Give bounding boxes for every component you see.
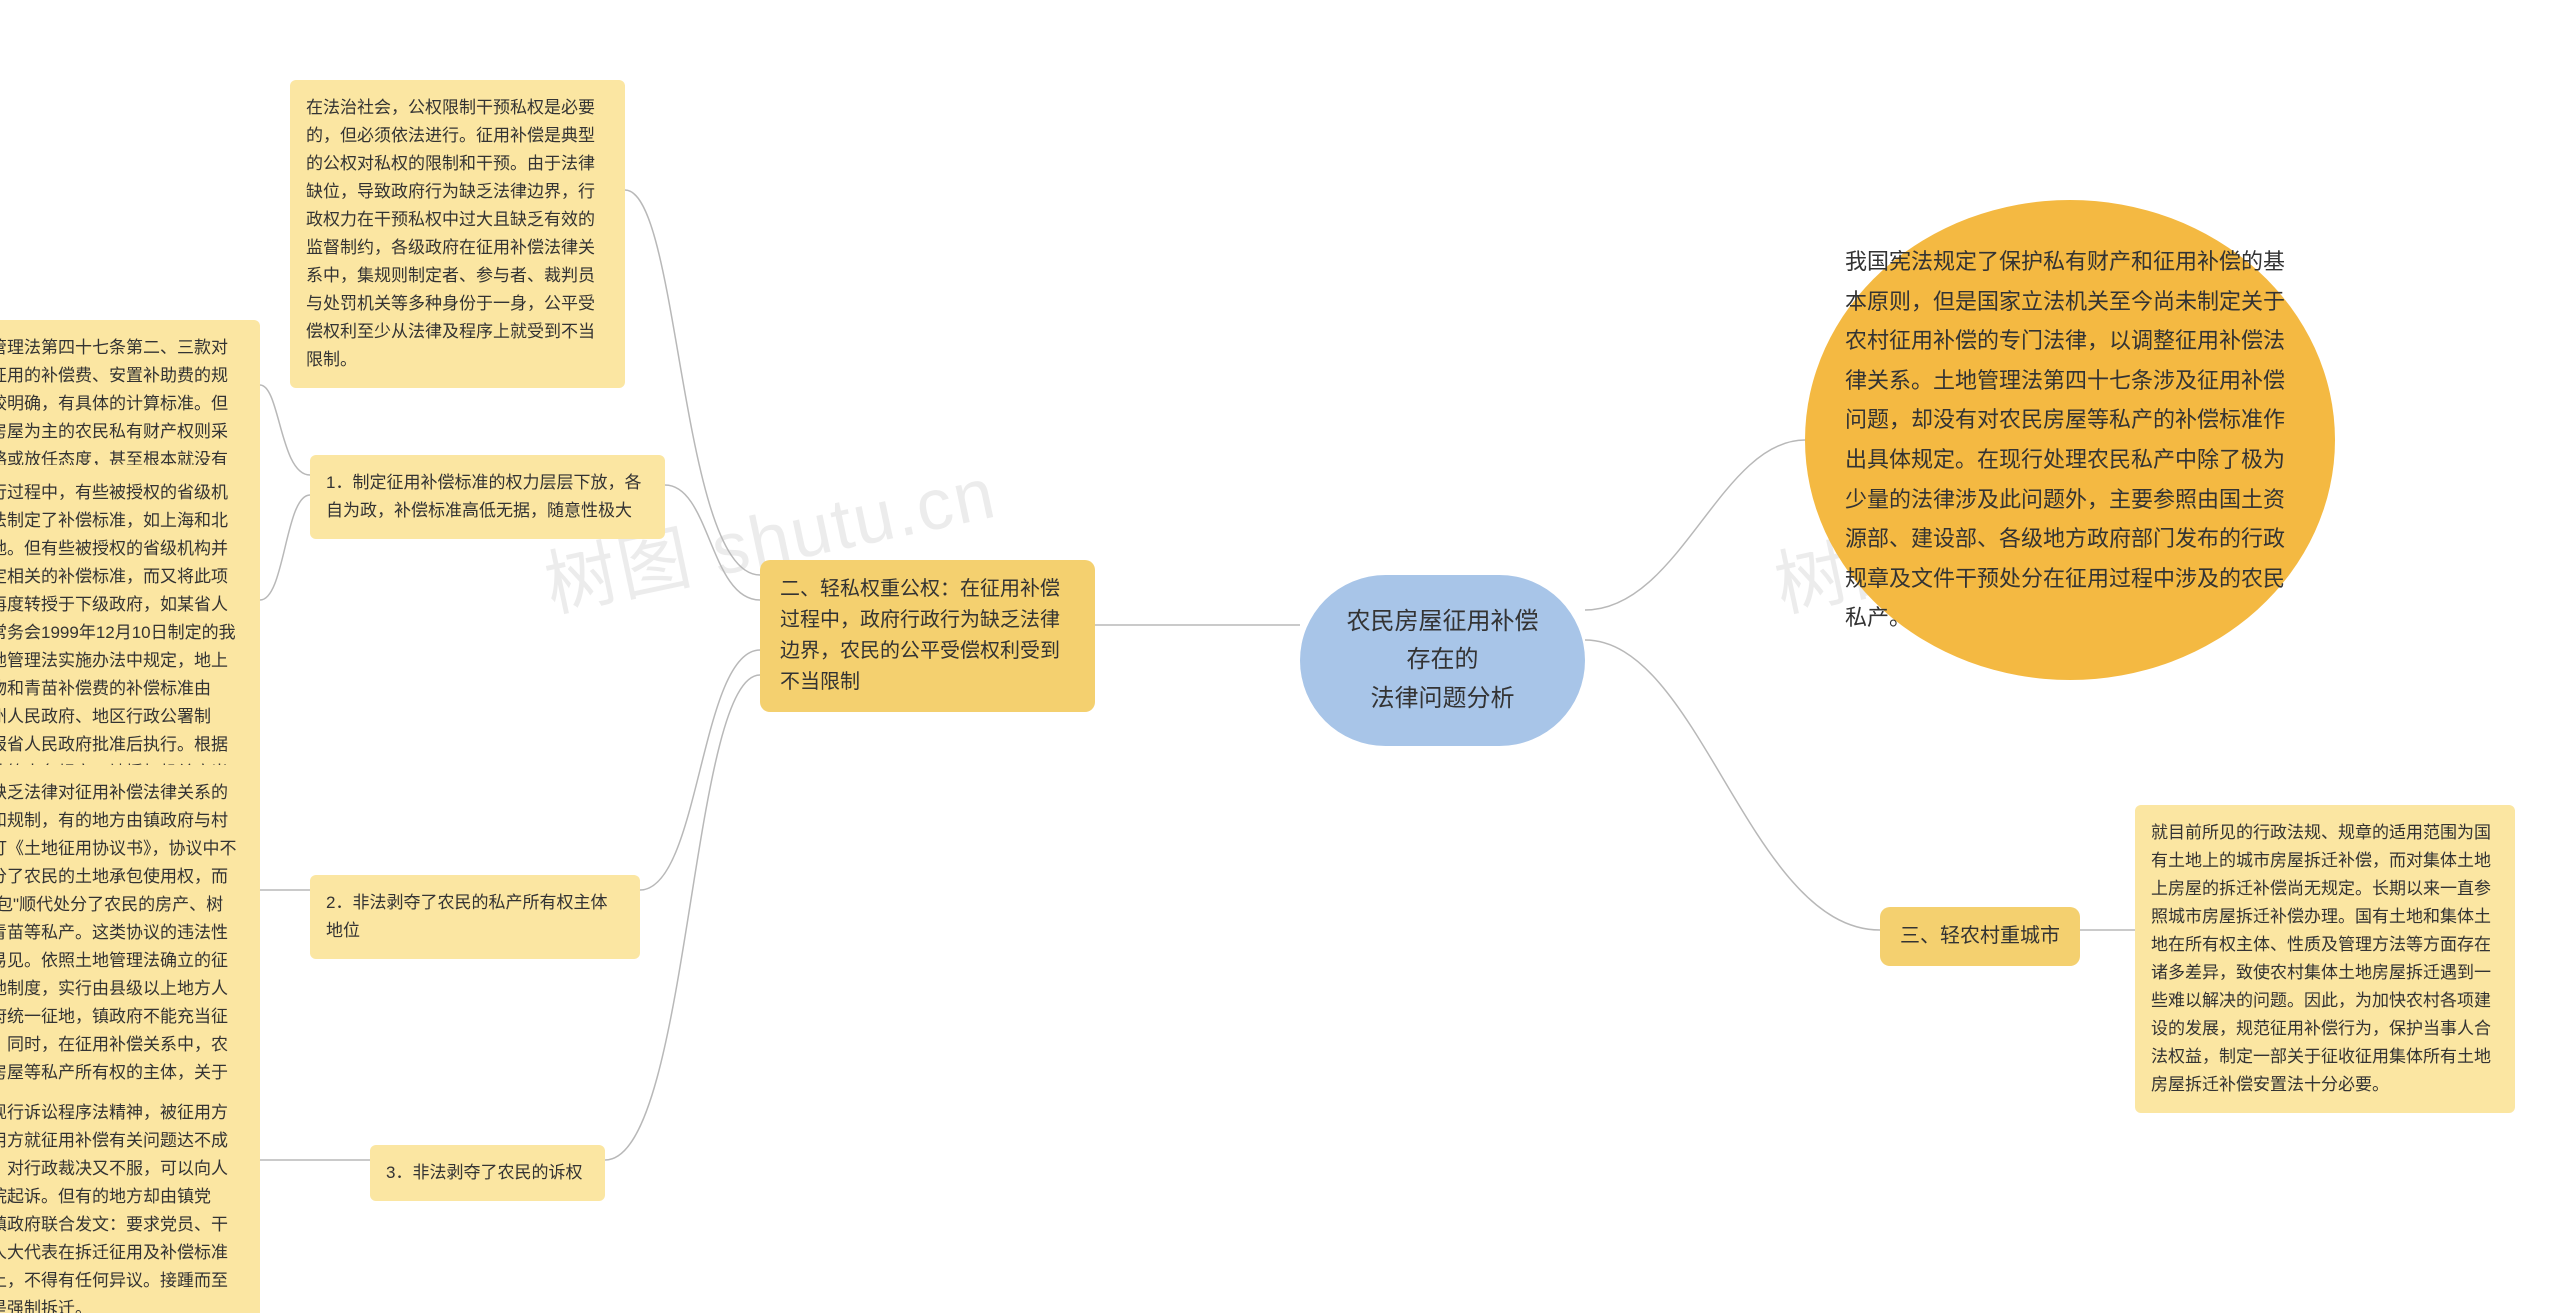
left-sub-1-label: 1．制定征用补偿标准的权力层层下放，各自为政，补偿标准高低无据，随意性极大 <box>326 473 641 520</box>
left-sub-3-label: 3．非法剥夺了农民的诉权 <box>386 1163 582 1182</box>
right-sub-3-label: 三、轻农村重城市 <box>1900 925 2060 947</box>
left-sub-2[interactable]: 2．非法剥夺了农民的私产所有权主体地位 <box>310 875 640 959</box>
right-main-text: 我国宪法规定了保护私有财产和征用补偿的基本原则，但是国家立法机关至今尚未制定关于… <box>1805 202 2335 678</box>
left-topic-leaf-0-text: 在法治社会，公权限制干预私权是必要的，但必须依法进行。征用补偿是典型的公权对私权… <box>306 98 595 369</box>
left-sub-3[interactable]: 3．非法剥夺了农民的诉权 <box>370 1145 605 1201</box>
right-sub-3-leaf-text: 就目前所见的行政法规、规章的适用范围为国有土地上的城市房屋拆迁补偿，而对集体土地… <box>2151 823 2491 1094</box>
right-sub-3-leaf[interactable]: 就目前所见的行政法规、规章的适用范围为国有土地上的城市房屋拆迁补偿，而对集体土地… <box>2135 805 2515 1113</box>
left-sub-3-leaf-text: 依据现行诉讼程序法精神，被征用方与征用方就征用补偿有关问题达不成协议，对行政裁决… <box>0 1103 228 1313</box>
center-topic-text: 农民房屋征用补偿存在的 法律问题分析 <box>1347 608 1539 712</box>
left-sub-1[interactable]: 1．制定征用补偿标准的权力层层下放，各自为政，补偿标准高低无据，随意性极大 <box>310 455 665 539</box>
left-topic-leaf-0[interactable]: 在法治社会，公权限制干预私权是必要的，但必须依法进行。征用补偿是典型的公权对私权… <box>290 80 625 388</box>
left-topic-2[interactable]: 二、轻私权重公权：在征用补偿过程中，政府行政行为缺乏法律边界，农民的公平受偿权利… <box>760 560 1095 712</box>
left-sub-2-label: 2．非法剥夺了农民的私产所有权主体地位 <box>326 893 607 940</box>
center-topic[interactable]: 农民房屋征用补偿存在的 法律问题分析 <box>1300 575 1585 746</box>
right-main-oval[interactable]: 我国宪法规定了保护私有财产和征用补偿的基本原则，但是国家立法机关至今尚未制定关于… <box>1805 200 2335 680</box>
left-sub-3-leaf[interactable]: 依据现行诉讼程序法精神，被征用方与征用方就征用补偿有关问题达不成协议，对行政裁决… <box>0 1085 260 1313</box>
left-topic-2-text: 二、轻私权重公权：在征用补偿过程中，政府行政行为缺乏法律边界，农民的公平受偿权利… <box>780 578 1060 693</box>
right-sub-3[interactable]: 三、轻农村重城市 <box>1880 907 2080 966</box>
